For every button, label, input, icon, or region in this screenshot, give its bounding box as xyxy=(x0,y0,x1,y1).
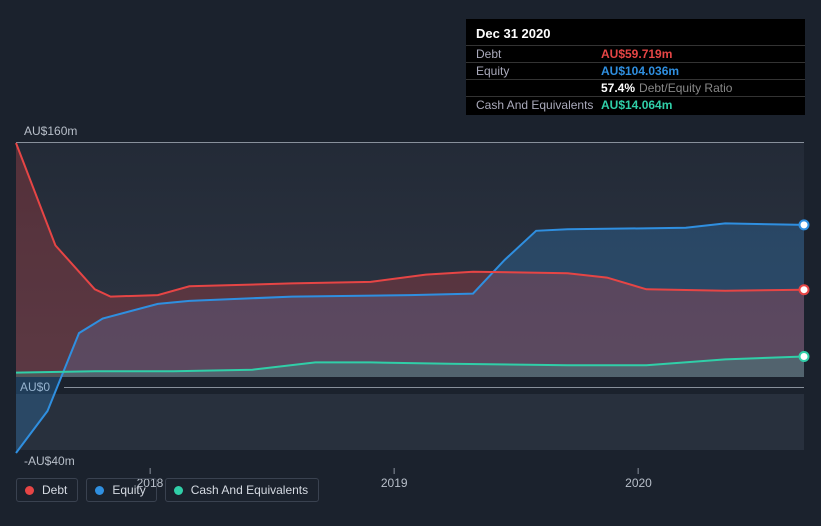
tooltip-ratio-label: Debt/Equity Ratio xyxy=(639,81,732,96)
tooltip-label: Equity xyxy=(476,64,601,79)
tooltip-value: AU$14.064m xyxy=(601,98,672,113)
tooltip-row-ratio: 57.4% Debt/Equity Ratio xyxy=(466,79,805,96)
legend-dot-icon xyxy=(95,486,104,495)
x-tick-label: 2019 xyxy=(381,476,408,490)
tooltip-ratio-pct: 57.4% xyxy=(601,81,635,96)
tooltip-row-equity: Equity AU$104.036m xyxy=(466,62,805,79)
equity-end-marker xyxy=(800,220,809,229)
debt-end-marker xyxy=(800,285,809,294)
x-tick: 2020 xyxy=(625,468,652,490)
chart-plot-upper[interactable] xyxy=(16,143,804,377)
y-axis-max-label: AU$160m xyxy=(24,124,804,138)
chart-area[interactable]: AU$160m AU$0 -AU$40m 201820192020 xyxy=(16,124,804,492)
x-tick-label: 2020 xyxy=(625,476,652,490)
legend-label: Equity xyxy=(112,483,145,497)
legend-item-cash[interactable]: Cash And Equivalents xyxy=(165,478,319,502)
chart-container: Dec 31 2020 Debt AU$59.719m Equity AU$10… xyxy=(0,0,821,526)
chart-svg xyxy=(16,143,804,453)
legend-dot-icon xyxy=(25,486,34,495)
chart-legend: Debt Equity Cash And Equivalents xyxy=(16,478,319,502)
tooltip-label: Cash And Equivalents xyxy=(476,98,601,113)
tooltip-row-cash: Cash And Equivalents AU$14.064m xyxy=(466,96,805,113)
tooltip-row-debt: Debt AU$59.719m xyxy=(466,45,805,62)
tooltip-date: Dec 31 2020 xyxy=(466,23,805,45)
tooltip-value: AU$59.719m xyxy=(601,47,672,62)
tooltip-value: AU$104.036m xyxy=(601,64,679,79)
legend-label: Debt xyxy=(42,483,67,497)
tooltip-label: Debt xyxy=(476,47,601,62)
legend-item-debt[interactable]: Debt xyxy=(16,478,78,502)
legend-item-equity[interactable]: Equity xyxy=(86,478,156,502)
legend-dot-icon xyxy=(174,486,183,495)
legend-label: Cash And Equivalents xyxy=(191,483,308,497)
x-tick: 2019 xyxy=(381,468,408,490)
chart-tooltip: Dec 31 2020 Debt AU$59.719m Equity AU$10… xyxy=(466,19,805,115)
cash-end-marker xyxy=(800,352,809,361)
